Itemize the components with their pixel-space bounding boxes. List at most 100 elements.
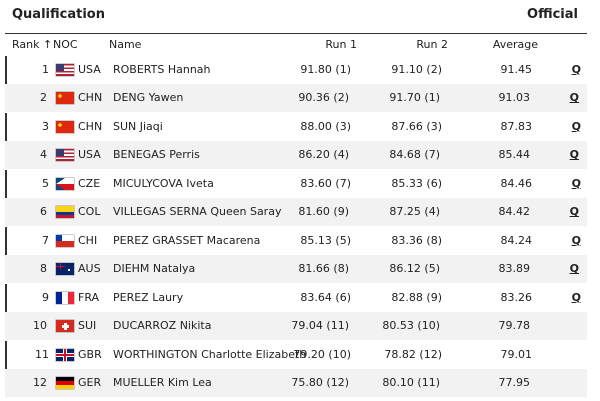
rank: 11 [35, 347, 49, 361]
average: 83.26 [500, 290, 533, 304]
rank: 6 [40, 205, 47, 219]
column-header: Run 1 [325, 38, 357, 51]
flag-icon [56, 64, 74, 76]
qualified-mark[interactable]: Q [569, 205, 579, 219]
average: 91.45 [500, 63, 533, 76]
table-row: 3 CHN SUN Jiaqi 88.00 (3) 87.66 (3) 87.83 Q [5, 112, 587, 141]
flag-icon [56, 376, 74, 389]
table-row: 12 GER MUELLER Kim Lea 75.80 (12) 80.10 (11)… [5, 368, 587, 397]
table-row: 1 USA ROBERTS Hannah 91.80 (1) 91.10 (2) 91.4… [5, 56, 587, 84]
noc: SUI [78, 319, 97, 333]
run-1: 85.13 (5) [300, 233, 351, 247]
run-2: 87.66 (3) [391, 119, 442, 133]
average: 79.78 [498, 319, 531, 333]
average: 77.95 [498, 375, 531, 389]
run-2: 91.70 (1) [389, 91, 440, 105]
run-2: 87.25 (4) [389, 205, 440, 219]
flag-icon [56, 291, 74, 304]
average: 84.42 [498, 205, 531, 219]
noc: COL [78, 205, 101, 219]
run-1: 81.66 (8) [298, 262, 349, 276]
divider [5, 33, 587, 34]
qualified-mark[interactable]: Q [571, 233, 581, 247]
noc: GER [78, 375, 102, 389]
flag-icon [56, 177, 74, 190]
run-2: 83.36 (8) [391, 233, 442, 247]
run-1: 86.20 (4) [298, 148, 349, 162]
qualified-mark[interactable]: Q [571, 290, 581, 304]
athlete-name: SUN Jiaqi [113, 119, 163, 133]
status: Official [527, 7, 578, 22]
run-2: 80.53 (10) [382, 319, 440, 333]
qualified-mark[interactable]: Q [571, 176, 581, 190]
athlete-name: PEREZ GRASSET Macarena [113, 233, 261, 247]
noc: CHN [78, 91, 103, 105]
average: 91.03 [498, 91, 531, 105]
noc: USA [78, 148, 101, 162]
rank: 1 [42, 63, 49, 76]
run-2: 91.10 (2) [391, 63, 442, 76]
rank: 8 [40, 262, 47, 276]
athlete-name: BENEGAS Perris [113, 148, 200, 162]
run-2: 84.68 (7) [389, 148, 440, 162]
rank: 5 [42, 176, 49, 190]
athlete-name: WORTHINGTON Charlotte Elizabeth [113, 347, 307, 361]
run-1: 90.36 (2) [298, 91, 349, 105]
noc: GBR [78, 347, 102, 361]
athlete-name: DUCARROZ Nikita [113, 319, 212, 333]
table-row: 7 CHI PEREZ GRASSET Macarena 85.13 (5) 83.36… [5, 226, 587, 255]
noc: CZE [78, 176, 101, 190]
athlete-name: ROBERTS Hannah [113, 63, 211, 76]
run-1: 88.00 (3) [300, 119, 351, 133]
rank: 3 [42, 119, 49, 133]
average: 84.24 [500, 233, 533, 247]
column-header: NOC [53, 38, 78, 51]
run-2: 80.10 (11) [382, 375, 440, 389]
athlete-name: VILLEGAS SERNA Queen Saray [113, 205, 282, 219]
noc: CHI [78, 233, 98, 247]
table-row: 10 SUI DUCARROZ Nikita 79.04 (11) 80.53 (10)… [5, 312, 587, 341]
run-2: 85.33 (6) [391, 176, 442, 190]
flag-icon [56, 320, 74, 333]
flag-icon [56, 234, 74, 247]
athlete-name: MUELLER Kim Lea [113, 375, 212, 389]
column-header[interactable]: Rank ↑ [12, 38, 53, 51]
table-row: 6 COL VILLEGAS SERNA Queen Saray 81.60 (9) 8… [5, 198, 587, 227]
rank: 2 [40, 91, 47, 105]
rank: 4 [40, 148, 47, 162]
run-1: 79.20 (10) [293, 347, 351, 361]
run-1: 83.64 (6) [300, 290, 351, 304]
athlete-name: DIEHM Natalya [113, 262, 196, 276]
noc: CHN [78, 119, 103, 133]
run-1: 75.80 (12) [291, 375, 349, 389]
rank: 12 [33, 375, 47, 389]
noc: USA [78, 63, 101, 76]
athlete-name: DENG Yawen [113, 91, 184, 105]
athlete-name: PEREZ Laury [113, 290, 184, 304]
qualified-mark[interactable]: Q [571, 119, 581, 133]
table-row: 2 CHN DENG Yawen 90.36 (2) 91.70 (1) 91.03 Q [5, 84, 587, 113]
average: 85.44 [498, 148, 531, 162]
title: Qualification [12, 7, 105, 22]
run-1: 91.80 (1) [300, 63, 351, 76]
flag-icon [56, 206, 74, 219]
flag-icon [56, 149, 74, 162]
run-1: 79.04 (11) [291, 319, 349, 333]
rank: 7 [42, 233, 49, 247]
rank: 10 [33, 319, 47, 333]
average: 83.89 [498, 262, 531, 276]
qualified-mark[interactable]: Q [569, 262, 579, 276]
column-header: Run 2 [416, 38, 448, 51]
table-row: 4 USA BENEGAS Perris 86.20 (4) 84.68 (7) 85.4… [5, 141, 587, 170]
table-row: 8 AUS DIEHM Natalya 81.66 (8) 86.12 (5) 83.89… [5, 255, 587, 284]
qualified-mark[interactable]: Q [569, 91, 579, 105]
flag-icon [56, 120, 74, 133]
average: 87.83 [500, 119, 533, 133]
flag-icon [56, 348, 74, 361]
run-2: 78.82 (12) [384, 347, 442, 361]
qualified-mark[interactable]: Q [571, 63, 581, 76]
run-1: 81.60 (9) [298, 205, 349, 219]
athlete-name: MICULYCOVA Iveta [113, 176, 214, 190]
qualified-mark[interactable]: Q [569, 148, 579, 162]
